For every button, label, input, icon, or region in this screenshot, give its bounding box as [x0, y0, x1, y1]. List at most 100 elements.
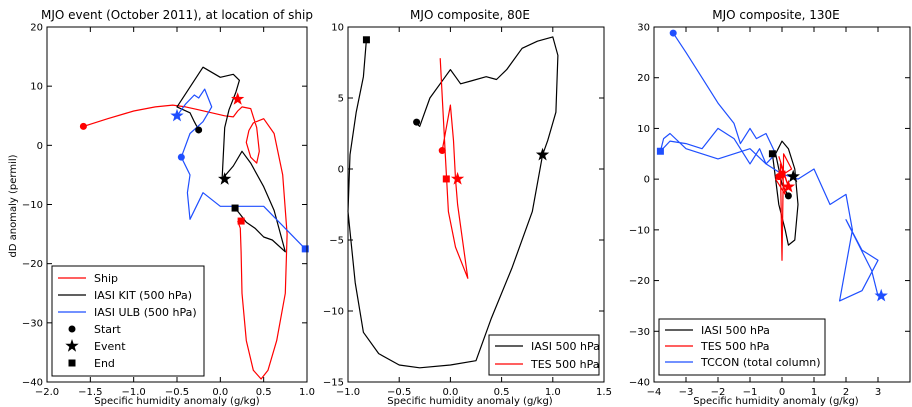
legend-marker: [68, 325, 76, 333]
y-tick-label: −30: [629, 327, 650, 338]
x-tick-label: −0.5: [387, 387, 411, 398]
start-marker: [177, 153, 185, 161]
y-tick-label: 0: [644, 175, 650, 186]
x-tick-label: −4: [647, 387, 662, 398]
event-marker: [786, 169, 800, 183]
legend-label: IASI 500 hPa: [531, 340, 600, 353]
y-tick-label: −20: [629, 276, 650, 287]
x-tick-label: 2: [843, 387, 849, 398]
series-line: [83, 104, 288, 380]
panel-3-legend-box: [658, 318, 826, 376]
panel-2: MJO composite, 80E Specific humidity ano…: [323, 8, 612, 407]
panel-1: MJO event (October 2011), at location of…: [8, 8, 315, 407]
x-tick-label: −1: [743, 387, 758, 398]
y-tick-label: 20: [30, 23, 43, 34]
y-tick-label: 10: [637, 124, 650, 135]
event-marker: [535, 147, 550, 161]
panel-1-ylabel: dD anomaly (permil): [8, 154, 19, 257]
end-marker: [237, 217, 245, 225]
y-tick-label: −10: [323, 307, 344, 318]
series-line: [771, 140, 799, 246]
end-marker: [362, 36, 370, 44]
y-tick-label: −40: [629, 378, 650, 389]
x-tick-label: 0.0: [212, 387, 228, 398]
panel-3-frame: [653, 26, 911, 383]
start-marker: [195, 126, 203, 134]
legend-label: TES 500 hPa: [700, 340, 770, 353]
start-marker: [438, 147, 446, 155]
x-tick-label: −2: [711, 387, 726, 398]
x-tick-label: 0.0: [442, 387, 458, 398]
y-tick-label: 10: [30, 82, 43, 93]
legend-label: Start: [94, 323, 122, 336]
x-tick-label: 0: [779, 387, 785, 398]
legend-label: Ship: [94, 272, 118, 285]
legend-label: TES 500 hPa: [530, 358, 600, 371]
x-tick-label: −1.0: [336, 387, 360, 398]
series-line: [439, 58, 469, 279]
y-tick-label: −20: [22, 259, 43, 270]
legend-label: IASI ULB (500 hPa): [94, 306, 197, 319]
panel-1-legend-box: [51, 265, 205, 377]
legend-marker: [68, 359, 76, 367]
y-tick-label: −5: [329, 236, 344, 247]
event-marker: [218, 172, 232, 185]
y-tick-label: 10: [331, 23, 344, 34]
panel-3-legend: IASI 500 hPa TES 500 hPa TCCON (total colu…: [658, 318, 826, 376]
y-tick-label: −30: [22, 318, 43, 329]
y-tick-label: −15: [323, 378, 344, 389]
end-marker: [301, 245, 309, 253]
y-tick-label: 20: [637, 73, 650, 84]
start-marker: [669, 29, 677, 37]
panel-1-ticks: −2.0 −1.5 −1.0 −0.5 0.0 0.5 1.0 −40 −30 −20 −10 0 10…: [22, 23, 315, 399]
x-tick-label: 3: [875, 387, 881, 398]
panel-2-legend-box: [488, 334, 600, 376]
event-marker: [231, 92, 245, 105]
x-tick-label: 1: [811, 387, 817, 398]
panel-3-xlabel: Specific humidity anomaly (g/kg): [693, 396, 859, 407]
panel-3: MJO composite, 130E Specific humidity an…: [629, 8, 911, 407]
event-marker: [874, 288, 888, 302]
legend-label: IASI 500 hPa: [701, 324, 770, 337]
panel-2-legend: IASI 500 hPa TES 500 hPa: [488, 334, 600, 376]
end-marker: [656, 147, 664, 155]
x-tick-label: 1.0: [299, 387, 315, 398]
end-marker: [231, 204, 239, 212]
start-marker: [79, 122, 87, 130]
x-tick-label: 1.5: [596, 387, 612, 398]
panel-2-frame: [347, 26, 605, 383]
x-tick-label: 0.5: [494, 387, 510, 398]
panel-1-title: MJO event (October 2011), at location of…: [41, 8, 313, 22]
panel-1-frame: [46, 26, 308, 383]
y-tick-label: 30: [637, 23, 650, 34]
panel-1-legend: Ship IASI KIT (500 hPa) IASI ULB (500 hPa)…: [51, 265, 205, 377]
end-marker: [778, 170, 786, 178]
x-tick-label: −2.0: [35, 387, 59, 398]
legend-label: IASI KIT (500 hPa): [94, 289, 192, 302]
series-line: [774, 153, 793, 261]
y-tick-label: 5: [338, 94, 344, 105]
x-tick-label: −1.5: [78, 387, 102, 398]
event-marker: [170, 108, 184, 122]
legend-label: TCCON (total column): [700, 356, 821, 369]
x-tick-label: 0.5: [256, 387, 272, 398]
end-marker: [768, 150, 776, 158]
y-tick-label: 0: [338, 165, 344, 176]
panel-1-xlabel: Specific humidity anomaly (g/kg): [94, 396, 260, 407]
y-tick-label: −40: [22, 378, 43, 389]
legend-label: Event: [94, 340, 126, 353]
y-tick-label: 0: [37, 141, 43, 152]
panel-3-plot-area: [656, 29, 888, 302]
series-line: [659, 32, 882, 302]
panel-2-title: MJO composite, 80E: [410, 8, 530, 22]
legend-label: End: [94, 357, 115, 370]
x-tick-label: 1.0: [545, 387, 561, 398]
event-marker: [781, 179, 796, 193]
end-marker: [442, 175, 450, 183]
panel-2-ticks: −1.0 −0.5 0.0 0.5 1.0 1.5 −15 −10 −5 0 5 10: [323, 23, 612, 399]
x-tick-label: −1.0: [122, 387, 146, 398]
series-line: [176, 66, 286, 253]
panel-3-title: MJO composite, 130E: [712, 8, 840, 22]
x-tick-label: −3: [679, 387, 694, 398]
